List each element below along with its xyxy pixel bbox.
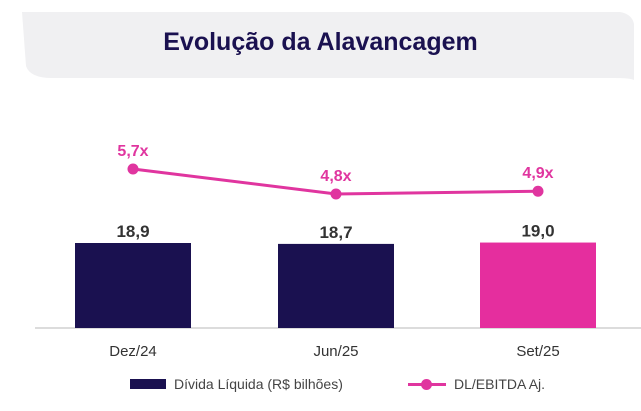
legend-label-ebitda: DL/EBITDA Aj. xyxy=(454,376,546,392)
legend-bar-swatch xyxy=(130,379,166,389)
x-tick-label: Dez/24 xyxy=(109,343,157,360)
title-banner xyxy=(22,12,634,80)
line-point xyxy=(127,163,139,175)
bar-set-25 xyxy=(480,242,596,328)
legend-label-divida: Dívida Líquida (R$ bilhões) xyxy=(174,376,343,392)
legend-item-divida: Dívida Líquida (R$ bilhões) xyxy=(130,376,343,392)
bar-value-label: 18,9 xyxy=(116,222,149,241)
x-tick-label: Jun/25 xyxy=(313,343,358,360)
chart-title: Evolução da Alavancagem xyxy=(163,28,478,56)
chart-legend: Dívida Líquida (R$ bilhões) DL/EBITDA Aj… xyxy=(0,372,641,398)
x-tick-label: Set/25 xyxy=(516,343,559,360)
line-point xyxy=(532,185,544,197)
legend-line-swatch xyxy=(408,377,446,391)
line-value-label: 4,8x xyxy=(320,168,351,185)
legend-item-ebitda: DL/EBITDA Aj. xyxy=(408,376,545,392)
bar-dez-24 xyxy=(75,243,191,328)
bar-value-label: 19,0 xyxy=(521,222,554,241)
bar-value-label: 18,7 xyxy=(319,223,352,242)
line-point xyxy=(330,188,342,200)
line-value-label: 5,7x xyxy=(117,143,148,160)
chart-plot: 18,9 18,7 19,0 Dez/24 Jun/25 Set/25 5,7x 4,8x 4,… xyxy=(35,143,641,360)
bar-jun-25 xyxy=(278,243,394,328)
line-value-label: 4,9x xyxy=(522,165,553,182)
